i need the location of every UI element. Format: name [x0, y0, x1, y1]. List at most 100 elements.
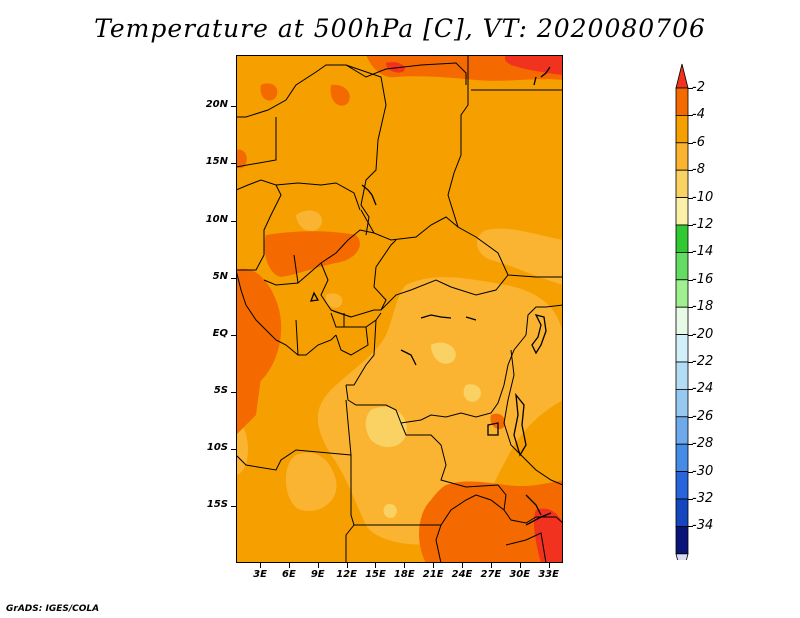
colorbar-box	[675, 115, 689, 144]
colorbar-label: -34	[692, 518, 714, 534]
colorbar-top-triangle	[675, 63, 689, 89]
lon-tick-label: 24E	[451, 569, 473, 580]
country-boundaries	[236, 55, 563, 563]
colorbar-tick-mark	[688, 307, 693, 309]
lon-tick-label: 21E	[422, 569, 444, 580]
lon-tick-label: 3E	[253, 569, 267, 580]
colorbar-tick-mark	[688, 444, 693, 446]
band-minus2	[386, 55, 563, 563]
colorbar-box	[675, 525, 689, 555]
temperature-map	[236, 55, 563, 563]
lon-tick-label: 18E	[393, 569, 415, 580]
colorbar-tick-mark	[688, 334, 693, 336]
colorbar-tick-mark	[688, 88, 693, 89]
colorbar-box	[675, 224, 689, 253]
colorbar-label: -30	[692, 463, 714, 479]
map-frame	[236, 55, 563, 563]
colorbar-box	[675, 416, 689, 445]
lon-tick-mark	[317, 563, 319, 568]
colorbar-box	[675, 306, 689, 335]
lat-tick-label: 20N	[205, 99, 228, 111]
colorbar-label: -6	[692, 134, 705, 150]
lon-tick-mark	[288, 563, 290, 568]
lat-tick-label: 15S	[206, 498, 228, 510]
lon-tick-mark	[490, 563, 492, 568]
lon-tick-label: 12E	[336, 569, 357, 580]
lat-tick-mark	[231, 334, 236, 336]
lon-tick-mark	[375, 563, 377, 568]
lon-tick-label: 30E	[509, 569, 531, 580]
colorbar-label: -22	[692, 354, 714, 369]
colorbar-tick-mark	[688, 252, 693, 254]
lat-tick-label: 5N	[212, 270, 228, 282]
colorbar-box	[675, 443, 689, 473]
lat-tick-mark	[231, 277, 236, 279]
lon-tick-mark	[433, 563, 435, 568]
lat-tick-mark	[231, 163, 236, 165]
colorbar-box	[675, 142, 689, 171]
lat-tick-mark	[231, 106, 236, 108]
colorbar-box	[675, 471, 689, 500]
chart-title: Temperature at 500hPa [C], VT: 202008070…	[94, 14, 706, 43]
colorbar-box	[675, 361, 689, 390]
colorbar-tick-mark	[688, 499, 693, 500]
lon-tick-label: 6E	[281, 569, 296, 580]
colorbar-label: -2	[692, 80, 705, 95]
colorbar-tick-mark	[688, 471, 693, 473]
colorbar-tick-mark	[688, 115, 693, 117]
lat-tick-mark	[231, 391, 236, 393]
lake-outlines	[310, 66, 552, 526]
lat-tick-mark	[231, 220, 236, 222]
colorbar-tick-mark	[688, 279, 693, 281]
colorbar-box	[675, 498, 689, 527]
colorbar-box	[675, 169, 689, 198]
colorbar-label: -20	[692, 326, 714, 342]
colorbar	[675, 63, 689, 560]
colorbar-box	[675, 87, 689, 116]
colorbar-tick-mark	[688, 389, 693, 391]
colorbar-label: -32	[692, 491, 714, 506]
lat-tick-mark	[231, 505, 236, 507]
lon-tick-label: 9E	[310, 569, 325, 580]
colorbar-box	[675, 279, 689, 308]
lon-tick-label: 33E	[538, 569, 559, 580]
lat-tick-label: 10S	[206, 441, 228, 453]
band-minus10	[365, 342, 481, 518]
colorbar-label: -10	[692, 189, 714, 205]
lat-tick-label: EQ	[212, 327, 228, 339]
colorbar-box	[675, 334, 689, 363]
lon-tick-mark	[260, 563, 262, 568]
lon-tick-mark	[346, 563, 348, 568]
colorbar-tick-mark	[688, 362, 693, 363]
colorbar-tick-mark	[688, 197, 693, 199]
colorbar-box	[675, 388, 689, 418]
footer-credit: GrADS: IGES/COLA	[6, 604, 100, 614]
colorbar-box	[675, 197, 689, 226]
colorbar-tick-mark	[688, 170, 693, 172]
lat-tick-label: 10N	[205, 213, 228, 225]
colorbar-label: -28	[692, 436, 714, 452]
colorbar-tick-mark	[688, 526, 693, 528]
lon-tick-mark	[462, 563, 463, 568]
colorbar-bottom-triangle	[675, 553, 689, 560]
band-minus4	[236, 55, 563, 563]
colorbar-label: -8	[692, 162, 705, 178]
colorbar-tick-mark	[688, 142, 693, 144]
lon-tick-mark	[519, 563, 521, 568]
colorbar-label: -24	[692, 381, 714, 397]
lon-tick-mark	[404, 563, 406, 568]
lon-tick-label: 27E	[480, 569, 502, 580]
lon-tick-label: 15E	[365, 569, 386, 580]
colorbar-label: -4	[692, 107, 705, 123]
colorbar-tick-mark	[688, 225, 693, 226]
colorbar-label: -18	[692, 299, 714, 315]
colorbar-label: -14	[692, 244, 714, 260]
colorbar-label: -16	[692, 271, 714, 287]
lat-tick-label: 5S	[213, 384, 228, 396]
lat-tick-mark	[231, 448, 236, 450]
lon-tick-mark	[548, 563, 550, 568]
band-minus8	[236, 210, 563, 545]
colorbar-label: -12	[692, 217, 714, 232]
colorbar-tick-mark	[688, 416, 693, 418]
colorbar-box	[675, 251, 689, 281]
